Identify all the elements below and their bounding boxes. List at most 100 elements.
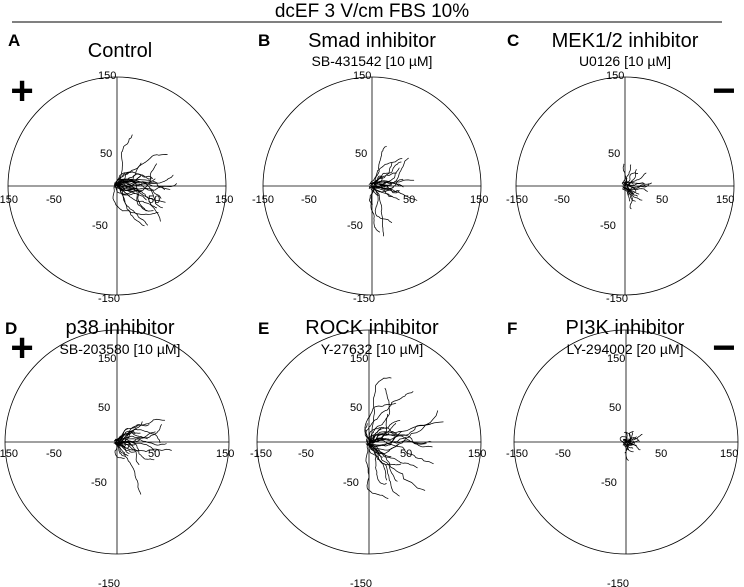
cell-track	[371, 436, 397, 447]
cell-track	[625, 172, 639, 184]
cell-track	[373, 181, 387, 186]
tick-label-y-neg50: -50	[600, 220, 616, 232]
tick-label-bottom: -150	[607, 578, 629, 587]
cell-track	[370, 186, 380, 233]
panel-b: B Smad inhibitor SB-431542 [10 µM] -150 …	[252, 30, 488, 305]
cell-track	[113, 178, 147, 212]
tick-label-y-50: 50	[609, 402, 621, 414]
panel-letter: E	[258, 319, 269, 338]
panel-subtitle: SB-431542 [10 µM]	[312, 53, 433, 69]
cell-track	[114, 183, 147, 201]
panel-letter: F	[507, 319, 517, 338]
tick-label-bottom: -150	[350, 578, 372, 587]
tick-label-x-50: 50	[403, 194, 415, 206]
tick-label-top: 150	[607, 353, 625, 365]
cell-track	[623, 182, 631, 186]
cell-track	[621, 164, 632, 184]
cell-track	[368, 443, 400, 497]
cell-track	[373, 180, 404, 188]
cell-track	[371, 186, 393, 197]
tick-label-y-50: 50	[608, 148, 620, 160]
tick-label-x-neg50: -50	[554, 194, 570, 206]
cell-track	[114, 441, 136, 453]
tick-label-left: -150	[252, 194, 274, 206]
tick-label-y-neg50: -50	[601, 477, 617, 489]
cell-track	[625, 441, 634, 449]
tick-label-bottom: -150	[353, 293, 375, 305]
cell-track	[116, 443, 129, 457]
cell-track	[370, 167, 400, 185]
cell-track	[117, 173, 152, 189]
cell-track	[117, 424, 150, 444]
panel-title: Smad inhibitor	[308, 30, 436, 52]
tick-label-y-neg50: -50	[91, 477, 107, 489]
negative-pole-sign-bottom: −	[712, 326, 735, 370]
cell-track	[369, 413, 388, 442]
cell-tracks	[113, 418, 172, 495]
negative-pole-sign-top: −	[712, 69, 735, 113]
panel-e: E ROCK inhibitor Y-27632 [10 µM] -150 15…	[250, 317, 486, 587]
cell-track	[368, 427, 381, 441]
cell-track	[366, 421, 444, 447]
cell-track	[116, 438, 167, 446]
tick-label-x-50: 50	[400, 448, 412, 460]
cell-track	[371, 437, 390, 442]
cell-tracks	[619, 431, 643, 461]
cell-track	[623, 431, 628, 446]
tick-label-left: -150	[0, 194, 18, 206]
cell-track	[626, 436, 637, 443]
panel-subtitle: U0126 [10 µM]	[579, 53, 671, 69]
cell-track	[627, 443, 637, 446]
tick-label-top: 150	[353, 70, 371, 82]
cell-track	[117, 178, 156, 186]
tick-label-x-neg50: -50	[46, 194, 62, 206]
tick-label-left: -150	[506, 448, 528, 460]
cell-track	[114, 432, 148, 441]
cell-track	[628, 437, 640, 442]
cell-track	[370, 377, 392, 441]
panel-title: p38 inhibitor	[66, 317, 175, 339]
panel-letter: A	[8, 31, 20, 50]
tick-label-x-neg50: -50	[301, 194, 317, 206]
cell-track	[369, 431, 433, 448]
cell-track	[627, 440, 633, 445]
cell-track	[624, 181, 652, 185]
cell-track	[119, 441, 155, 461]
tick-label-bottom: -150	[606, 293, 628, 305]
cell-track	[622, 183, 650, 190]
tick-label-x-50: 50	[655, 448, 667, 460]
tick-label-x-50: 50	[656, 194, 668, 206]
tick-label-right: 150	[215, 194, 233, 206]
panel-f: F PI3K inhibitor LY-294002 [20 µM] -150 …	[506, 317, 739, 587]
cell-track	[117, 185, 148, 226]
panel-title: Control	[88, 40, 152, 62]
panel-letter: D	[5, 319, 17, 338]
tick-label-y-neg50: -50	[92, 220, 108, 232]
cell-track	[374, 145, 387, 189]
cell-track	[368, 172, 397, 185]
cell-tracks	[368, 145, 418, 237]
cell-track	[369, 420, 401, 444]
tick-label-y-50: 50	[355, 148, 367, 160]
cell-track	[118, 184, 145, 227]
tick-label-top: 150	[98, 70, 116, 82]
cell-track	[369, 423, 397, 445]
tick-label-x-neg50: -50	[555, 448, 571, 460]
cell-track	[117, 184, 161, 222]
panel-title: PI3K inhibitor	[566, 317, 685, 339]
tick-label-bottom: -150	[98, 578, 120, 587]
panel-subtitle: LY-294002 [20 µM]	[566, 341, 683, 357]
tick-label-top: 150	[350, 353, 368, 365]
panel-letter: C	[507, 31, 519, 50]
cell-track	[114, 442, 142, 495]
tick-label-y-neg50: -50	[347, 220, 363, 232]
tick-label-x-neg50: -50	[46, 448, 62, 460]
cell-track	[619, 436, 628, 446]
panel-title: MEK1/2 inhibitor	[552, 30, 699, 52]
cell-track	[364, 402, 397, 441]
tick-label-x-50: 50	[148, 448, 160, 460]
tick-label-right: 150	[468, 448, 486, 460]
tick-label-y-50: 50	[100, 148, 112, 160]
cell-track	[373, 185, 393, 223]
cell-track	[114, 174, 174, 185]
